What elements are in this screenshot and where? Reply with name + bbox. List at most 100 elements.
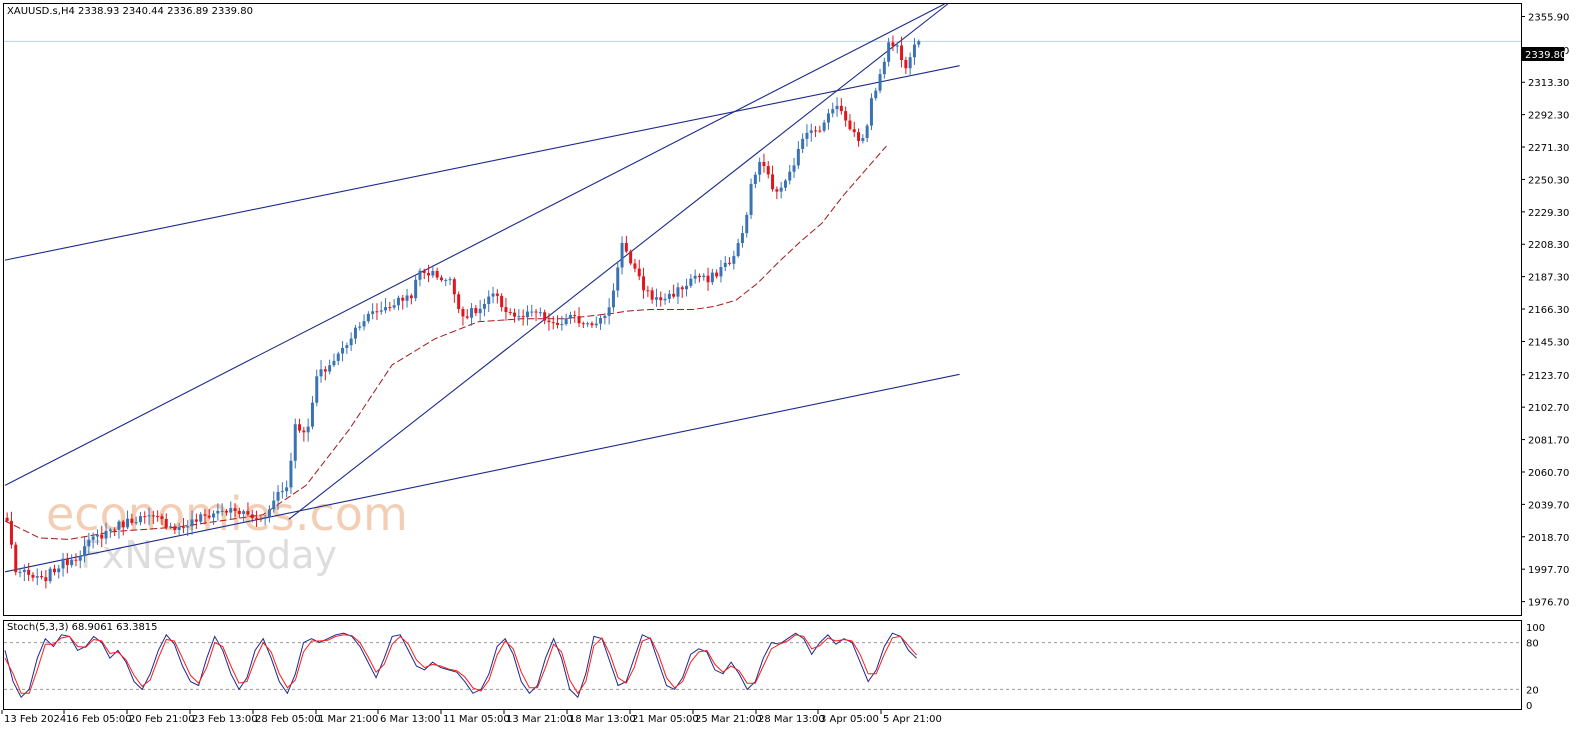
price-tick-label: 2271.30	[1528, 143, 1569, 154]
time-tick-label: 28 Mar 13:00	[758, 714, 825, 725]
candle-bear	[160, 516, 164, 519]
candle-bull	[272, 500, 276, 510]
candle-bull	[293, 424, 297, 461]
candle-bull	[616, 267, 620, 291]
candle-bull	[753, 174, 757, 184]
candle-bull	[788, 171, 792, 181]
candle-bear	[40, 576, 44, 578]
stoch-tick-label: 20	[1526, 685, 1539, 696]
candle-bear	[207, 515, 211, 518]
candle-bull	[328, 365, 332, 372]
stoch-tick-label: 0	[1526, 701, 1532, 712]
time-tick-label: 13 Mar 21:00	[506, 714, 573, 725]
candle-bear	[672, 293, 676, 297]
candle-bear	[728, 262, 732, 264]
candle-bull	[448, 279, 452, 281]
candle-bull	[603, 315, 607, 319]
candle-bear	[173, 526, 177, 530]
candle-bull	[341, 347, 345, 354]
candle-bull	[719, 267, 723, 277]
candle-bear	[771, 174, 775, 190]
candle-bear	[130, 518, 134, 523]
candle-bear	[624, 242, 628, 252]
candle-bull	[366, 313, 370, 322]
candle-bull	[835, 105, 839, 110]
candle-bull	[276, 491, 280, 501]
candle-bull	[912, 44, 916, 58]
time-tick-label: 21 Mar 05:00	[632, 714, 699, 725]
candle-bear	[474, 308, 478, 314]
stoch-series-line	[4, 632, 917, 699]
candle-bull	[95, 534, 99, 537]
candle-bull	[78, 556, 82, 561]
candle-bear	[151, 515, 155, 517]
trendline[interactable]	[4, 373, 960, 573]
candle-bull	[61, 558, 65, 569]
candle-bull	[418, 270, 422, 280]
candle-bull	[491, 293, 495, 297]
candle-bull	[87, 539, 91, 547]
candle-bear	[500, 295, 504, 308]
candle-bear	[551, 322, 555, 324]
candle-bull	[895, 45, 899, 47]
candle-bull	[594, 323, 598, 326]
stoch-levels	[4, 642, 1521, 690]
candle-bull	[48, 568, 52, 582]
candle-bear	[164, 518, 168, 528]
trendline[interactable]	[4, 65, 960, 261]
candle-bull	[538, 312, 542, 314]
candle-bear	[439, 277, 443, 281]
candle-bear	[302, 430, 306, 433]
candles	[5, 35, 921, 589]
candle-bull	[315, 376, 319, 403]
candle-bull	[525, 311, 529, 318]
candle-bear	[629, 251, 633, 264]
candle-bull	[414, 279, 418, 299]
candle-bull	[564, 318, 568, 325]
candle-bear	[246, 511, 250, 515]
candle-bear	[543, 312, 547, 321]
candle-bull	[654, 297, 658, 300]
candle-bull	[345, 345, 349, 348]
candle-bull	[83, 546, 87, 557]
watermark-fxnewstoday: FxNewsToday	[80, 533, 337, 577]
price-tick-label: 2355.90	[1528, 12, 1569, 23]
candle-bear	[857, 132, 861, 141]
trendline[interactable]	[288, 3, 949, 520]
candle-bear	[74, 559, 78, 561]
candle-bull	[470, 308, 474, 318]
candle-bear	[156, 516, 160, 518]
candle-bear	[715, 272, 719, 277]
candle-bear	[508, 312, 512, 314]
candle-bear	[706, 275, 710, 283]
candle-bull	[108, 529, 112, 531]
candle-bull	[710, 272, 714, 283]
candle-bear	[388, 307, 392, 309]
candle-bull	[736, 242, 740, 257]
price-tick-label: 2102.70	[1528, 403, 1569, 414]
stoch-pane-frame	[3, 620, 1522, 710]
candle-bull	[444, 280, 448, 282]
candle-bear	[298, 424, 302, 431]
candle-bear	[233, 508, 237, 511]
candle-bull	[353, 327, 357, 339]
candle-bull	[689, 278, 693, 286]
candle-bull	[147, 515, 151, 517]
price-axis[interactable]: 2355.902334.302313.302292.302271.302250.…	[1521, 12, 1569, 609]
candle-bear	[401, 297, 405, 301]
candle-bull	[18, 571, 22, 573]
candle-bear	[409, 295, 413, 299]
trendline[interactable]	[4, 3, 945, 486]
time-tick-label: 11 Mar 05:00	[443, 714, 510, 725]
time-tick-label: 6 Mar 13:00	[380, 714, 440, 725]
candle-bull	[306, 426, 310, 433]
candle-bear	[839, 105, 843, 112]
candle-bear	[52, 568, 56, 573]
candle-bear	[31, 574, 35, 578]
trendlines[interactable]	[4, 3, 960, 573]
stoch-tick-label: 100	[1526, 623, 1545, 634]
candle-bull	[22, 569, 26, 572]
